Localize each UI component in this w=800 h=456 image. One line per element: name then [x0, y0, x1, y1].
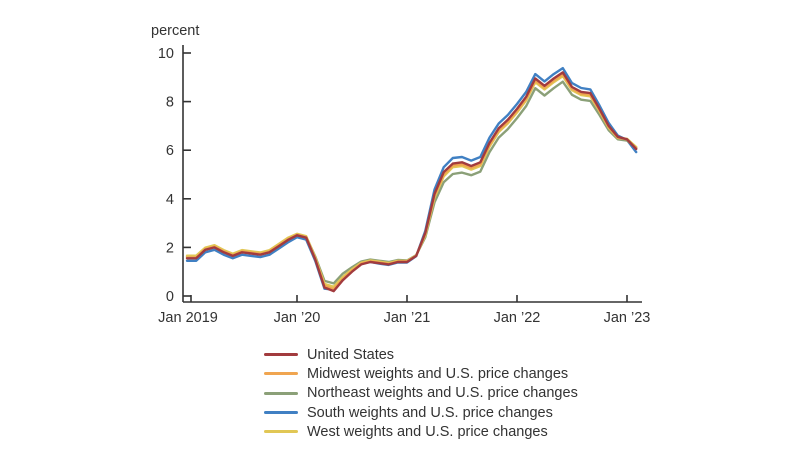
series-lines	[185, 66, 638, 293]
y-tick-label-2: 2	[166, 240, 174, 256]
inflation-line-chart: percent 10 8 6 4 2 0 Jan 2019 Jan ’20	[151, 23, 650, 326]
y-tick-label-4: 4	[166, 192, 174, 208]
x-tick-label-jan21: Jan ’21	[384, 310, 431, 326]
legend-swatch-south	[264, 411, 298, 415]
y-axis-unit-label: percent	[151, 23, 199, 39]
legend-item-south: South weights and U.S. price changes	[264, 403, 578, 422]
y-tick-label-6: 6	[166, 143, 174, 159]
x-tick-label-jan2019: Jan 2019	[158, 310, 218, 326]
y-tick-label-10: 10	[158, 46, 174, 62]
legend-label-south: South weights and U.S. price changes	[307, 404, 553, 421]
x-axis: Jan 2019 Jan ’20 Jan ’21 Jan ’22 Jan ’23	[158, 295, 650, 326]
legend-swatch-west	[264, 430, 298, 434]
legend-swatch-united-states	[264, 353, 298, 357]
legend-label-northeast: Northeast weights and U.S. price changes	[307, 385, 578, 402]
legend-item-united-states: United States	[264, 345, 578, 364]
y-tick-label-8: 8	[166, 95, 174, 111]
legend-label-midwest: Midwest weights and U.S. price changes	[307, 365, 569, 382]
y-axis: 10 8 6 4 2 0	[158, 45, 191, 305]
legend-item-northeast: Northeast weights and U.S. price changes	[264, 384, 578, 403]
legend-swatch-northeast	[264, 391, 298, 395]
line-south-weights	[185, 66, 638, 291]
x-tick-label-jan20: Jan ’20	[274, 310, 321, 326]
legend-label-west: West weights and U.S. price changes	[307, 423, 548, 440]
legend-label-united-states: United States	[307, 346, 395, 363]
x-tick-label-jan22: Jan ’22	[494, 310, 541, 326]
legend-swatch-midwest	[264, 372, 298, 376]
legend-item-midwest: Midwest weights and U.S. price changes	[264, 364, 578, 383]
legend-item-west: West weights and U.S. price changes	[264, 422, 578, 441]
y-tick-label-0: 0	[166, 289, 174, 305]
chart-legend: United States Midwest weights and U.S. p…	[264, 345, 578, 441]
line-united-states	[185, 71, 638, 293]
x-tick-label-jan23: Jan ’23	[604, 310, 651, 326]
